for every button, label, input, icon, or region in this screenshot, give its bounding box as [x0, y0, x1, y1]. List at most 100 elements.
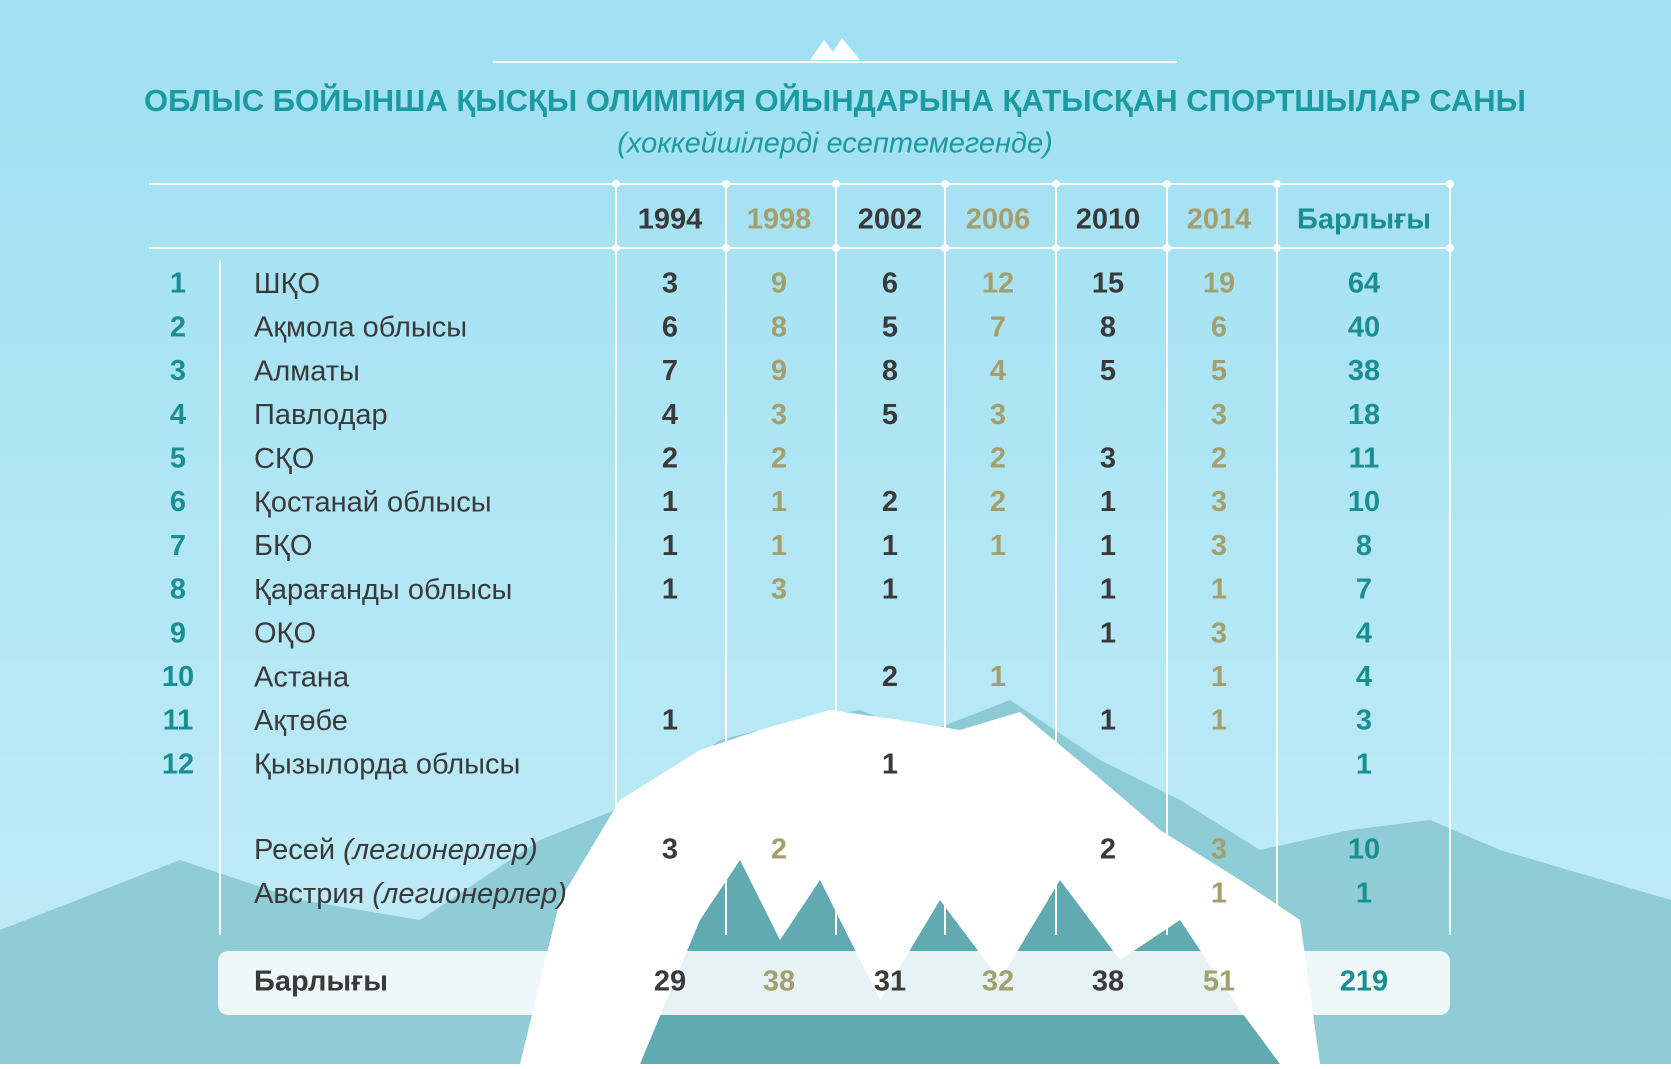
cell-value: 1 [771, 486, 787, 518]
row-number: 1 [170, 268, 186, 300]
row-number: 6 [170, 486, 186, 518]
cell-value: 19 [1203, 268, 1235, 300]
cell-value: 1 [882, 574, 898, 606]
cell-value: 10 [1348, 486, 1380, 518]
cell-value: 1 [662, 705, 678, 737]
dot [612, 244, 620, 252]
dot [722, 180, 730, 188]
cell-value: 1 [662, 530, 678, 562]
subtitle: (хоккейшілерді есептемегенде) [617, 128, 1053, 160]
cell-value: 5 [882, 399, 898, 431]
total-value: 51 [1203, 966, 1235, 998]
cell-value: 2 [1100, 834, 1116, 866]
cell-value: 6 [882, 268, 898, 300]
row-name: Астана [254, 661, 350, 693]
dot [1163, 180, 1171, 188]
dot [1052, 180, 1060, 188]
mountain-icon [810, 38, 860, 60]
cell-value: 6 [662, 311, 678, 343]
cell-value: 1 [1356, 748, 1372, 780]
row-name: Павлодар [254, 399, 388, 431]
cell-value: 3 [662, 268, 678, 300]
row-number: 2 [170, 311, 186, 343]
dot [722, 244, 730, 252]
cell-value: 7 [990, 311, 1006, 343]
cell-value: 7 [662, 355, 678, 387]
dot [832, 244, 840, 252]
row-name: Қарағанды облысы [254, 574, 512, 606]
cell-value: 2 [990, 486, 1006, 518]
cell-value: 6 [1211, 311, 1227, 343]
title: ОБЛЫС БОЙЫНША ҚЫСҚЫ ОЛИМПИЯ ОЙЫНДАРЫНА Қ… [144, 82, 1526, 118]
row-name: ОҚО [254, 617, 316, 649]
cell-value: 4 [990, 355, 1006, 387]
row-number: 4 [170, 399, 186, 431]
cell-value: 1 [1100, 530, 1116, 562]
cell-value: 3 [1211, 530, 1227, 562]
row-name: Қостанай облысы [254, 486, 492, 518]
cell-value: 1 [1211, 705, 1227, 737]
dot [941, 180, 949, 188]
name: Алматы [254, 355, 360, 387]
cell-value: 1 [1211, 661, 1227, 693]
cell-value: 7 [1356, 574, 1372, 606]
row-name: ШҚО [254, 268, 320, 300]
cell-value: 8 [1100, 311, 1116, 343]
cell-value: 1 [1100, 617, 1116, 649]
dot [1446, 180, 1454, 188]
row-name: Ресей (легионерлер) [254, 834, 538, 866]
name: ОҚО [254, 617, 316, 649]
cell-value: 12 [982, 268, 1014, 300]
dot [1273, 244, 1281, 252]
cell-value: 8 [882, 355, 898, 387]
dot [612, 180, 620, 188]
cell-value: 2 [662, 442, 678, 474]
cell-value: 1 [1211, 878, 1227, 910]
total-value: 29 [654, 966, 686, 998]
note: (легионерлер) [343, 834, 538, 866]
dot [1273, 180, 1281, 188]
dot [1163, 244, 1171, 252]
cell-value: 3 [1356, 705, 1372, 737]
cell-value: 1 [1211, 574, 1227, 606]
row-number: 11 [163, 705, 194, 737]
cell-value: 5 [1211, 355, 1227, 387]
cell-value: 1 [662, 486, 678, 518]
dot [941, 244, 949, 252]
column-header: 2006 [966, 204, 1031, 236]
cell-value: 11 [1349, 442, 1380, 474]
column-header: 1994 [638, 204, 703, 236]
name: Ресей [254, 834, 335, 866]
cell-value: 3 [771, 399, 787, 431]
cell-value: 2 [990, 442, 1006, 474]
name: ШҚО [254, 268, 320, 300]
cell-value: 1 [771, 530, 787, 562]
cell-value: 5 [882, 311, 898, 343]
cell-value: 1 [1100, 574, 1116, 606]
table-lines [149, 183, 1451, 935]
cell-value: 1 [1100, 705, 1116, 737]
row-name: СҚО [254, 442, 314, 474]
row-name: Алматы [254, 355, 360, 387]
dot [832, 180, 840, 188]
column-header: Барлығы [1297, 204, 1431, 236]
column-header: 1998 [747, 204, 812, 236]
name: Павлодар [254, 399, 388, 431]
cell-value: 18 [1348, 399, 1380, 431]
row-number: 8 [170, 574, 186, 606]
name: БҚО [254, 530, 312, 562]
cell-value: 4 [662, 399, 678, 431]
cell-value: 1 [990, 661, 1006, 693]
name: Ақмола облысы [254, 311, 467, 343]
total-value: 38 [763, 966, 795, 998]
cell-value: 2 [1211, 442, 1227, 474]
row-name: Ақмола облысы [254, 311, 467, 343]
row-number: 5 [170, 442, 186, 474]
cell-value: 3 [990, 399, 1006, 431]
cell-value: 8 [771, 311, 787, 343]
cell-value: 2 [771, 834, 787, 866]
cell-value: 3 [1100, 442, 1116, 474]
cell-value: 3 [1211, 617, 1227, 649]
row-name: БҚО [254, 530, 312, 562]
